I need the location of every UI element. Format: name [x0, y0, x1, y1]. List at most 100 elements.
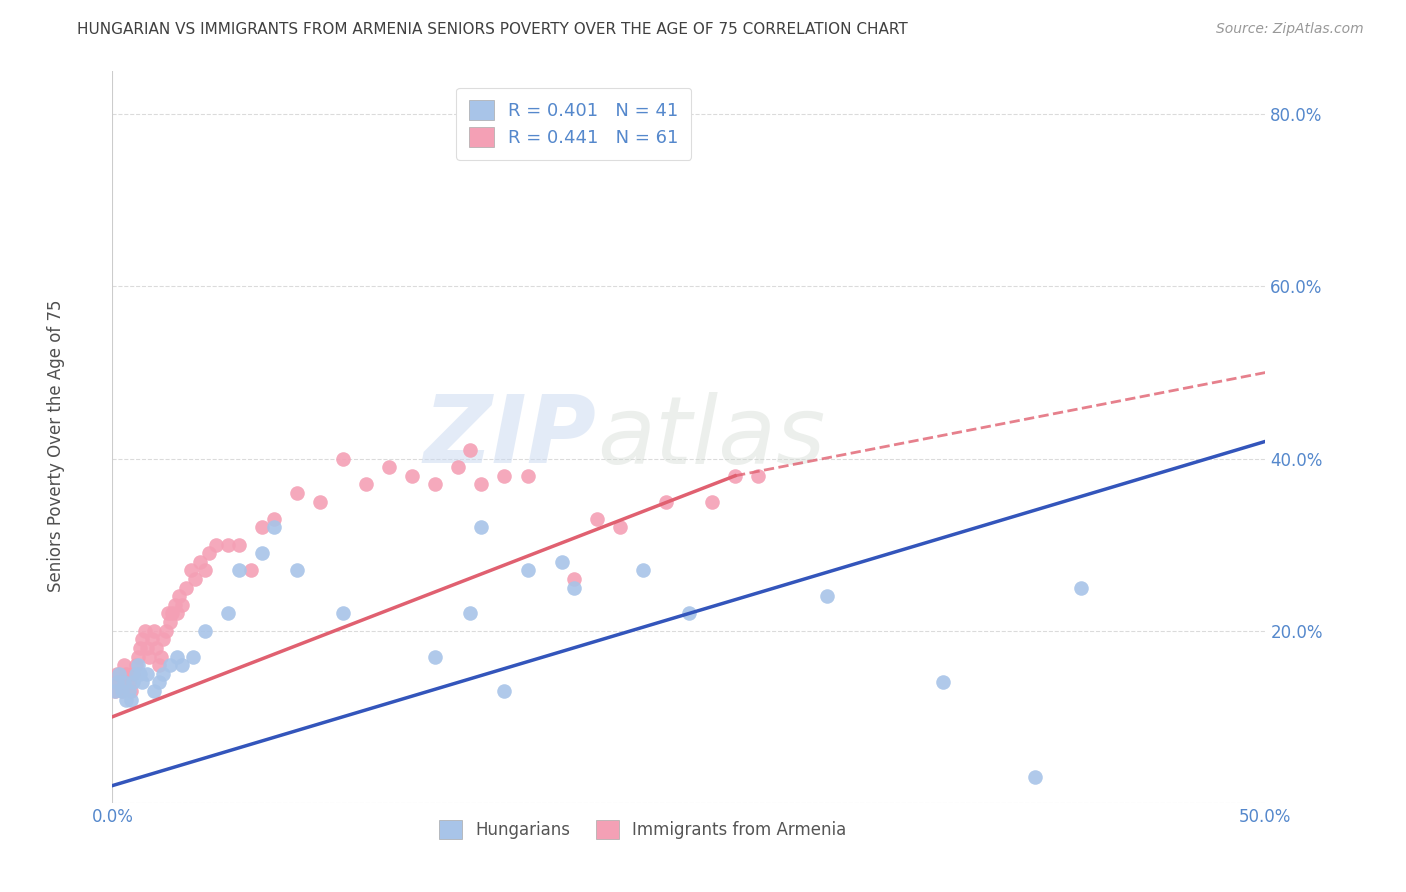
Point: [174, 581, 197, 595]
Point: [143, 684, 166, 698]
Point: [562, 572, 585, 586]
Point: [115, 666, 138, 681]
Legend: Hungarians, Immigrants from Armenia: Hungarians, Immigrants from Armenia: [433, 814, 853, 846]
Point: [108, 666, 131, 681]
Point: [122, 675, 145, 690]
Point: [122, 666, 145, 681]
Point: [217, 538, 239, 552]
Point: [815, 589, 838, 603]
Point: [105, 666, 128, 681]
Point: [131, 632, 153, 647]
Point: [198, 546, 221, 560]
Point: [169, 589, 191, 603]
Point: [458, 442, 481, 457]
Point: [134, 624, 156, 638]
Point: [470, 520, 492, 534]
Text: Seniors Poverty Over the Age of 75: Seniors Poverty Over the Age of 75: [48, 300, 65, 592]
Point: [112, 675, 135, 690]
Point: [378, 460, 401, 475]
Point: [138, 649, 160, 664]
Point: [105, 675, 128, 690]
Point: [184, 572, 207, 586]
Point: [162, 607, 184, 621]
Point: [309, 494, 332, 508]
Point: [747, 468, 769, 483]
Point: [120, 684, 142, 698]
Point: [562, 581, 585, 595]
Point: [170, 658, 193, 673]
Point: [170, 598, 193, 612]
Point: [205, 538, 228, 552]
Point: [120, 692, 142, 706]
Point: [724, 468, 747, 483]
Point: [188, 555, 211, 569]
Point: [470, 477, 492, 491]
Point: [156, 607, 179, 621]
Text: ZIP: ZIP: [423, 391, 596, 483]
Point: [194, 624, 217, 638]
Point: [678, 607, 700, 621]
Point: [117, 684, 139, 698]
Point: [104, 684, 127, 698]
Point: [117, 675, 139, 690]
Text: HUNGARIAN VS IMMIGRANTS FROM ARMENIA SENIORS POVERTY OVER THE AGE OF 75 CORRELAT: HUNGARIAN VS IMMIGRANTS FROM ARMENIA SEN…: [77, 22, 908, 37]
Point: [136, 666, 159, 681]
Point: [159, 658, 181, 673]
Point: [447, 460, 470, 475]
Point: [145, 640, 167, 655]
Point: [152, 666, 174, 681]
Point: [332, 451, 354, 466]
Point: [104, 684, 127, 698]
Point: [285, 486, 308, 500]
Point: [494, 684, 516, 698]
Point: [252, 546, 274, 560]
Point: [111, 684, 134, 698]
Point: [631, 564, 654, 578]
Point: [516, 468, 538, 483]
Point: [252, 520, 274, 534]
Point: [159, 615, 181, 629]
Point: [148, 675, 170, 690]
Point: [148, 658, 170, 673]
Point: [1070, 581, 1092, 595]
Point: [217, 607, 239, 621]
Point: [155, 624, 177, 638]
Point: [228, 564, 250, 578]
Point: [129, 640, 152, 655]
Point: [115, 692, 138, 706]
Text: Source: ZipAtlas.com: Source: ZipAtlas.com: [1216, 22, 1364, 37]
Point: [228, 538, 250, 552]
Point: [149, 649, 172, 664]
Point: [1024, 770, 1046, 784]
Point: [108, 675, 131, 690]
Point: [425, 649, 447, 664]
Point: [239, 564, 262, 578]
Point: [516, 564, 538, 578]
Point: [127, 649, 149, 664]
Point: [354, 477, 377, 491]
Point: [332, 607, 354, 621]
Point: [931, 675, 953, 690]
Point: [166, 607, 188, 621]
Point: [655, 494, 678, 508]
Point: [127, 658, 149, 673]
Point: [263, 512, 285, 526]
Point: [152, 632, 174, 647]
Point: [143, 624, 166, 638]
Point: [112, 658, 135, 673]
Point: [700, 494, 723, 508]
Point: [124, 658, 146, 673]
Point: [425, 477, 447, 491]
Point: [285, 564, 308, 578]
Point: [131, 675, 153, 690]
Point: [124, 666, 146, 681]
Point: [181, 649, 204, 664]
Point: [585, 512, 607, 526]
Point: [141, 632, 163, 647]
Point: [551, 555, 574, 569]
Point: [494, 468, 516, 483]
Point: [194, 564, 217, 578]
Point: [180, 564, 202, 578]
Point: [163, 598, 186, 612]
Text: atlas: atlas: [596, 392, 825, 483]
